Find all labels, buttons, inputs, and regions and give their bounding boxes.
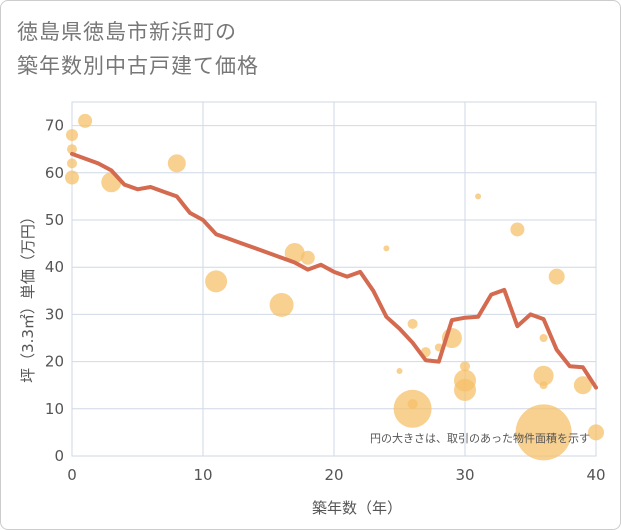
y-tick-label: 0 [54, 447, 64, 465]
chart-title: 徳島県徳島市新浜町の 築年数別中古戸建て価格 [17, 15, 477, 83]
data-bubble [573, 376, 592, 395]
chart-title-line1: 徳島県徳島市新浜町の [17, 20, 237, 44]
data-bubble [396, 368, 403, 375]
data-bubble [539, 381, 548, 390]
data-bubble [510, 222, 525, 237]
chart-grid [71, 101, 597, 457]
data-bubble [407, 399, 418, 410]
x-tick-label: 0 [67, 466, 77, 484]
y-tick-label: 50 [45, 211, 64, 229]
data-bubble [205, 270, 228, 293]
data-bubble [269, 292, 294, 317]
y-tick-label: 20 [45, 353, 64, 371]
data-bubble [460, 361, 470, 372]
data-bubble [67, 158, 77, 169]
x-tick-label: 30 [455, 466, 474, 484]
data-bubble [515, 404, 572, 461]
data-bubble [65, 170, 79, 185]
y-tick-label: 10 [45, 400, 64, 418]
data-bubble [167, 154, 186, 173]
data-bubble [383, 245, 390, 252]
data-bubble [300, 250, 315, 265]
data-bubble [533, 365, 554, 386]
chart-bubbles [65, 113, 604, 461]
chart-ticks: 0 10 20 30 40 0 10 20 30 40 50 60 70 [45, 117, 606, 484]
data-bubble [588, 424, 604, 441]
x-tick-label: 10 [193, 466, 212, 484]
y-axis-label: 坪（3.3㎡）単価（万円） [19, 209, 37, 383]
data-bubble [66, 129, 78, 142]
y-tick-label: 30 [45, 305, 64, 323]
x-tick-label: 20 [324, 466, 343, 484]
data-bubble [67, 144, 77, 155]
data-bubble [475, 193, 482, 200]
data-bubble [407, 318, 418, 329]
x-tick-label: 40 [586, 466, 605, 484]
data-bubble [284, 243, 305, 264]
data-bubble [78, 113, 93, 128]
chart-lines [70, 151, 598, 390]
y-tick-label: 70 [45, 117, 64, 135]
x-axis-label: 築年数（年） [312, 499, 402, 517]
data-bubble [548, 268, 565, 285]
chart-annotation: 円の大きさは、取引のあった物件面積を示す [370, 431, 590, 445]
data-bubble [454, 378, 476, 401]
y-tick-label: 60 [45, 164, 64, 182]
data-bubble [539, 334, 548, 342]
average-price-line [70, 151, 598, 390]
y-tick-label: 40 [45, 258, 64, 276]
chart-title-line2: 築年数別中古戸建て価格 [17, 54, 259, 78]
